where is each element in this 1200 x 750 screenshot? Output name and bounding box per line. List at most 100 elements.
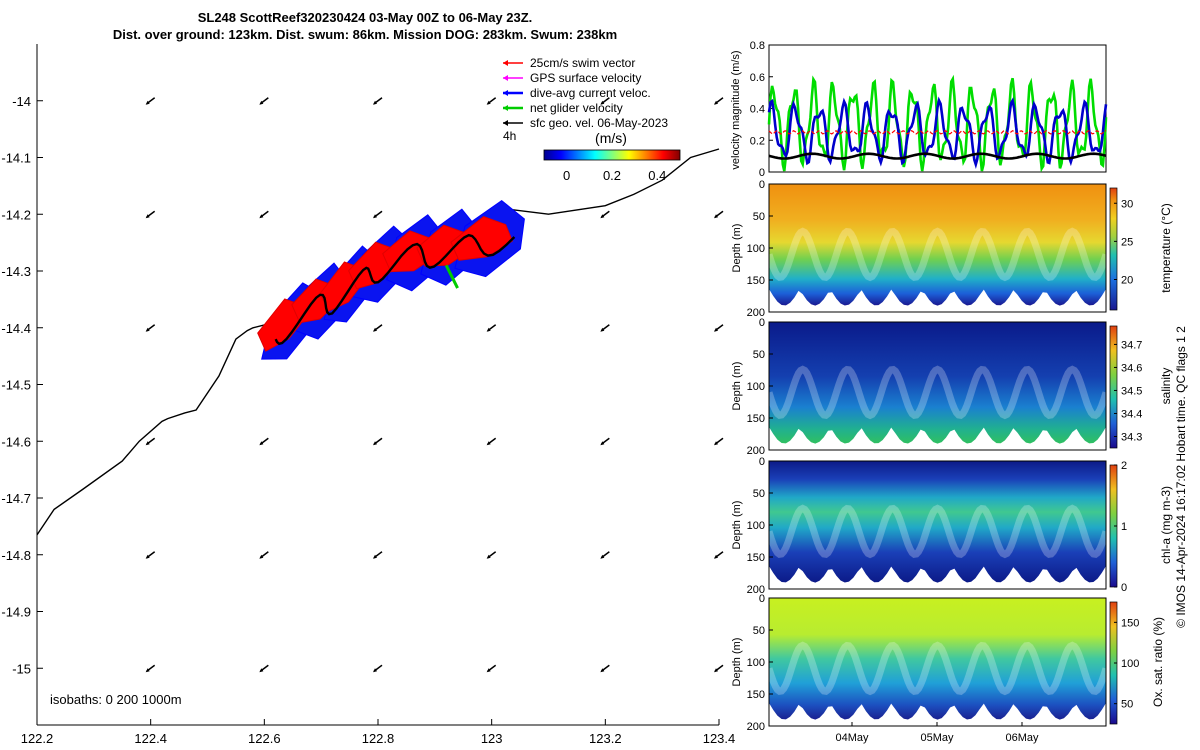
section-temperature-field xyxy=(769,184,1106,306)
section-colorbar-label: chl-a (mg m-3) xyxy=(1159,486,1173,564)
map-ytick-label: -14.3 xyxy=(1,264,31,279)
section-colorbar-tick-label: 30 xyxy=(1121,198,1133,210)
section-colorbar xyxy=(1109,325,1118,449)
section-ylabel: Depth (m) xyxy=(731,362,743,411)
geo-vector-arrowhead xyxy=(259,668,264,673)
isobath-label: isobaths: 0 200 1000m xyxy=(50,692,182,707)
geo-vector-arrowhead xyxy=(486,100,491,105)
section-ytick-label: 200 xyxy=(747,584,765,596)
section-ytick-label: 150 xyxy=(747,689,765,701)
section-ytick-label: 200 xyxy=(747,721,765,733)
legend-arrowhead xyxy=(503,120,508,126)
geo-vector-arrowhead xyxy=(486,554,491,559)
geo-vector-arrowhead xyxy=(373,100,377,105)
section-colorbar-tick-label: 34.3 xyxy=(1121,431,1142,443)
section-colorbar-tick-label: 34.5 xyxy=(1121,385,1142,397)
section-colorbar-tick-label: 25 xyxy=(1121,236,1133,248)
geo-vector-arrowhead xyxy=(373,441,377,446)
geo-vector-arrowhead xyxy=(486,668,491,673)
title-line-1: SL248 ScottReef320230424 03-May 00Z to 0… xyxy=(197,10,533,25)
section-ytick-label: 50 xyxy=(753,349,765,361)
section-ytick-label: 0 xyxy=(759,456,765,468)
geo-vector-arrowhead xyxy=(714,668,718,673)
section-colorbar-tick-label: 2 xyxy=(1121,460,1127,472)
section-isoline-band xyxy=(765,365,1110,420)
map-ytick-label: -14.8 xyxy=(1,548,31,563)
section-colorbar-tick-label: 34.7 xyxy=(1121,339,1142,351)
section-ytick-label: 0 xyxy=(759,317,765,329)
geo-vector-arrowhead xyxy=(373,327,377,332)
section-ytick-label: 150 xyxy=(747,413,765,425)
velocity-ytick-label: 0.2 xyxy=(750,135,765,147)
geo-vector-arrowhead xyxy=(600,441,605,446)
legend-label: net glider velocity xyxy=(530,101,623,115)
geo-vector-arrowhead xyxy=(373,668,377,673)
map-ytick-label: -14.4 xyxy=(1,321,31,336)
section-colorbar-label: salinity xyxy=(1159,368,1173,405)
map-ytick-label: -14.5 xyxy=(1,378,31,393)
geo-vector-arrowhead xyxy=(600,214,605,219)
section-colorbar-tick-label: 0 xyxy=(1121,582,1127,594)
map-ytick-label: -14.7 xyxy=(1,491,31,506)
geo-vector-arrowhead xyxy=(600,327,605,332)
glider-track-line xyxy=(274,233,516,346)
geo-vector-arrowhead xyxy=(714,214,718,219)
map-xtick-label: 122.6 xyxy=(248,731,281,746)
geo-vector-arrowhead xyxy=(373,554,377,559)
map-xtick-label: 123.4 xyxy=(703,731,736,746)
section-isoline-band xyxy=(765,641,1110,696)
geo-vector-arrowhead xyxy=(259,100,264,105)
geo-vector-arrowhead xyxy=(145,100,150,105)
map-xtick-label: 122.2 xyxy=(21,731,54,746)
swim-vector-cluster xyxy=(450,216,514,261)
geo-vector-arrowhead xyxy=(714,554,718,559)
map-colorbar-label: (m/s) xyxy=(595,130,627,146)
map-ytick-label: -14 xyxy=(12,94,31,109)
geo-vector-arrowhead xyxy=(714,441,718,446)
section-colorbar-label: temperature (°C) xyxy=(1159,203,1173,293)
section-ytick-label: 200 xyxy=(747,307,765,319)
legend-arrowhead xyxy=(503,75,508,81)
section-colorbar-tick-label: 34.6 xyxy=(1121,362,1142,374)
velocity-ytick-label: 0.6 xyxy=(750,72,765,84)
legend-label: dive-avg current veloc. xyxy=(530,86,651,100)
geo-vector-arrowhead xyxy=(600,668,605,673)
map-ytick-label: -14.6 xyxy=(1,434,31,449)
velocity-ytick-label: 0.8 xyxy=(750,40,765,52)
section-ytick-label: 100 xyxy=(747,657,765,669)
geo-vector-arrowhead xyxy=(600,554,605,559)
section-ytick-label: 0 xyxy=(759,179,765,191)
section-colorbar-tick-label: 34.4 xyxy=(1121,408,1142,420)
interval-label: 4h xyxy=(503,129,516,143)
geo-vector-arrowhead xyxy=(600,100,605,105)
section-colorbar-tick-label: 20 xyxy=(1121,275,1133,287)
geo-vector-arrowhead xyxy=(486,441,491,446)
geo-vector-arrowhead xyxy=(259,554,264,559)
section-ylabel: Depth (m) xyxy=(731,501,743,550)
section-ytick-label: 150 xyxy=(747,275,765,287)
map-plot-area xyxy=(37,44,719,725)
section-ylabel: Depth (m) xyxy=(731,638,743,687)
section-ytick-label: 0 xyxy=(759,593,765,605)
legend-arrowhead xyxy=(503,60,508,66)
velocity-ylabel: velocity magnitude (m/s) xyxy=(730,50,742,170)
section-colorbar-tick-label: 1 xyxy=(1121,521,1127,533)
map-colorbar xyxy=(543,149,681,161)
section-isoline-band xyxy=(765,504,1110,559)
velocity-ytick-label: 0.4 xyxy=(750,104,765,116)
map-ytick-label: -15 xyxy=(12,661,31,676)
map-ytick-label: -14.9 xyxy=(1,605,31,620)
section-colorbar-tick-label: 50 xyxy=(1121,699,1133,711)
velocity-ytick-label: 0 xyxy=(759,167,765,179)
isobath-0m-line xyxy=(36,148,720,536)
geo-vector-arrowhead xyxy=(259,441,264,446)
map-xtick-label: 123.2 xyxy=(589,731,622,746)
side-note: © IMOS 14-Apr-2024 16:17:02 Hobart time.… xyxy=(1174,326,1188,628)
section-colorbar-label: Ox. sat. ratio (%) xyxy=(1151,617,1165,707)
section-ytick-label: 50 xyxy=(753,625,765,637)
title-line-2: Dist. over ground: 123km. Dist. swum: 86… xyxy=(112,27,618,42)
geo-vector-arrowhead xyxy=(145,214,150,219)
velocity-series-line xyxy=(768,129,1107,135)
map-xtick-label: 123 xyxy=(481,731,503,746)
